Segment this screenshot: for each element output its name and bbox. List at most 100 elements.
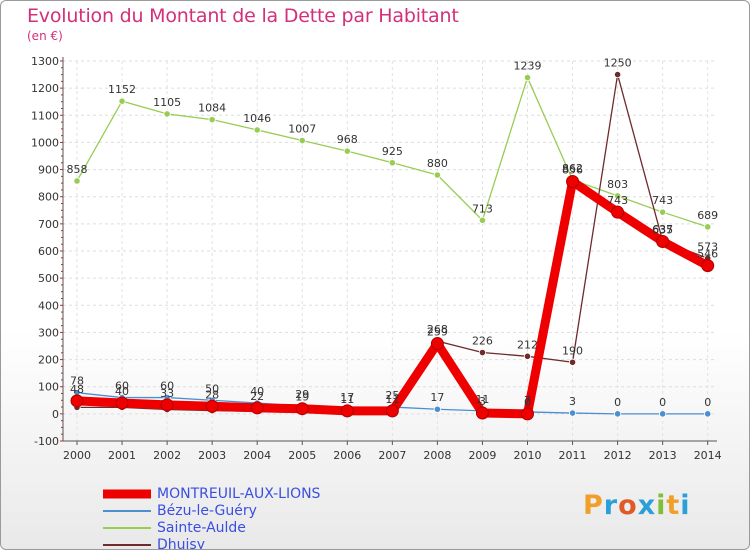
data-point-sainte-aulde bbox=[253, 126, 261, 134]
legend-label-sainte-aulde: Sainte-Aulde bbox=[157, 520, 246, 536]
y-tick-label: 300 bbox=[38, 326, 59, 339]
data-label-sainte-aulde: 968 bbox=[337, 133, 358, 146]
data-label-b-zu-le-gu-ry: 3 bbox=[569, 395, 576, 408]
data-point-sainte-aulde bbox=[478, 216, 487, 224]
x-tick-label: 2009 bbox=[468, 449, 496, 462]
y-tick-label: 200 bbox=[38, 354, 59, 367]
y-tick-label: 400 bbox=[38, 299, 59, 312]
data-point-sainte-aulde bbox=[118, 97, 126, 105]
data-point-sainte-aulde bbox=[613, 192, 622, 200]
y-tick-label: 100 bbox=[38, 381, 59, 394]
data-label-montreuil-aux-lions: 11 bbox=[385, 393, 399, 406]
logo-letter: i bbox=[680, 490, 691, 521]
x-tick-label: 2002 bbox=[153, 449, 181, 462]
data-point-sainte-aulde bbox=[433, 171, 441, 179]
data-point-montreuil-aux-lions bbox=[295, 402, 309, 416]
data-label-dhuisy: 268 bbox=[427, 323, 448, 336]
data-label-b-zu-le-gu-ry: 0 bbox=[614, 396, 621, 409]
legend-swatch-sainte-aulde bbox=[103, 527, 151, 529]
logo-letter: P bbox=[583, 490, 604, 521]
data-labels: 858 1152 1105 1084 1046 1007 968 925 880 713 1239 8… bbox=[67, 57, 719, 409]
legend-swatch-dhuisy bbox=[103, 544, 151, 546]
data-label-sainte-aulde: 1105 bbox=[153, 96, 181, 109]
y-tick-label: 900 bbox=[38, 164, 59, 177]
data-label-sainte-aulde: 1239 bbox=[514, 60, 542, 73]
data-label-sainte-aulde: 862 bbox=[562, 162, 583, 175]
y-tick-label: 600 bbox=[38, 245, 59, 258]
x-tick-label: 2010 bbox=[514, 449, 542, 462]
data-point-montreuil-aux-lions bbox=[701, 259, 715, 273]
data-label-b-zu-le-gu-ry: 40 bbox=[250, 385, 264, 398]
logo-letter: i bbox=[656, 490, 667, 521]
axes: -100010020030040050060070080090010001100… bbox=[31, 55, 722, 462]
x-tick-label: 2011 bbox=[559, 449, 587, 462]
y-tick-label: 500 bbox=[38, 272, 59, 285]
data-label-montreuil-aux-lions: 48 bbox=[70, 383, 84, 396]
data-label-b-zu-le-gu-ry: 0 bbox=[704, 396, 711, 409]
data-label-montreuil-aux-lions: 0 bbox=[524, 396, 531, 409]
series-layer bbox=[70, 70, 715, 421]
data-label-sainte-aulde: 713 bbox=[472, 202, 493, 215]
data-point-dhuisy bbox=[478, 348, 487, 357]
data-label-b-zu-le-gu-ry: 17 bbox=[340, 391, 354, 404]
data-point-montreuil-aux-lions bbox=[611, 205, 625, 219]
data-label-b-zu-le-gu-ry: 60 bbox=[160, 380, 174, 393]
y-tick-label: 700 bbox=[38, 218, 59, 231]
data-point-montreuil-aux-lions bbox=[70, 394, 84, 408]
data-label-sainte-aulde: 1152 bbox=[108, 83, 136, 96]
data-point-montreuil-aux-lions bbox=[205, 399, 219, 413]
data-label-b-zu-le-gu-ry: 25 bbox=[385, 389, 399, 402]
data-label-dhuisy: 212 bbox=[517, 338, 538, 351]
data-label-b-zu-le-gu-ry: 17 bbox=[430, 391, 444, 404]
data-label-sainte-aulde: 689 bbox=[697, 209, 718, 222]
data-point-montreuil-aux-lions bbox=[475, 406, 489, 420]
data-point-montreuil-aux-lions bbox=[385, 404, 399, 418]
data-label-b-zu-le-gu-ry: 7 bbox=[524, 394, 531, 407]
data-label-sainte-aulde: 880 bbox=[427, 157, 448, 170]
data-label-montreuil-aux-lions: 856 bbox=[562, 164, 583, 177]
data-point-b-zu-le-gu-ry bbox=[613, 410, 622, 418]
data-point-sainte-aulde bbox=[73, 177, 81, 185]
data-label-montreuil-aux-lions: 28 bbox=[205, 388, 219, 401]
data-point-sainte-aulde bbox=[388, 159, 396, 167]
chart-title: Evolution du Montant de la Dette par Hab… bbox=[27, 5, 459, 27]
data-label-sainte-aulde: 925 bbox=[382, 145, 403, 158]
x-tick-label: 2000 bbox=[63, 449, 91, 462]
y-tick-label: 800 bbox=[38, 191, 59, 204]
data-label-montreuil-aux-lions: 22 bbox=[250, 390, 264, 403]
logo-letter: o bbox=[618, 490, 638, 521]
data-point-b-zu-le-gu-ry bbox=[704, 410, 712, 418]
data-point-sainte-aulde bbox=[208, 116, 216, 124]
y-tick-label: 1300 bbox=[31, 55, 59, 68]
y-tick-label: 1000 bbox=[31, 136, 59, 149]
data-label-montreuil-aux-lions: 40 bbox=[115, 385, 129, 398]
data-label-montreuil-aux-lions: 19 bbox=[295, 391, 309, 404]
data-label-montreuil-aux-lions: 259 bbox=[427, 326, 448, 339]
x-tick-label: 2014 bbox=[694, 449, 722, 462]
data-point-sainte-aulde bbox=[523, 73, 532, 82]
data-label-montreuil-aux-lions: 635 bbox=[652, 224, 673, 237]
data-point-montreuil-aux-lions bbox=[656, 235, 670, 248]
legend-swatch-montreuil bbox=[103, 489, 151, 499]
legend-swatch-bezu bbox=[103, 510, 151, 512]
data-label-sainte-aulde: 1046 bbox=[243, 112, 271, 125]
data-label-montreuil-aux-lions: 546 bbox=[697, 248, 718, 261]
y-tick-label: 1200 bbox=[31, 82, 59, 95]
data-label-b-zu-le-gu-ry: 50 bbox=[205, 382, 219, 395]
data-label-dhuisy: 190 bbox=[562, 344, 583, 357]
data-label-dhuisy: 573 bbox=[697, 240, 718, 253]
data-point-montreuil-aux-lions bbox=[160, 398, 174, 412]
legend-label-dhuisy: Dhuisy bbox=[157, 537, 205, 550]
data-point-montreuil-aux-lions bbox=[430, 337, 444, 351]
data-label-sainte-aulde: 743 bbox=[652, 194, 673, 207]
x-tick-label: 2006 bbox=[333, 449, 361, 462]
x-tick-label: 2005 bbox=[288, 449, 316, 462]
data-point-sainte-aulde bbox=[343, 147, 351, 155]
legend-label-bezu: Bézu-le-Guéry bbox=[157, 503, 257, 519]
data-label-sainte-aulde: 1084 bbox=[198, 102, 226, 115]
data-label-b-zu-le-gu-ry: 0 bbox=[659, 396, 666, 409]
y-tick-label: 1100 bbox=[31, 109, 59, 122]
data-label-b-zu-le-gu-ry: 60 bbox=[115, 380, 129, 393]
